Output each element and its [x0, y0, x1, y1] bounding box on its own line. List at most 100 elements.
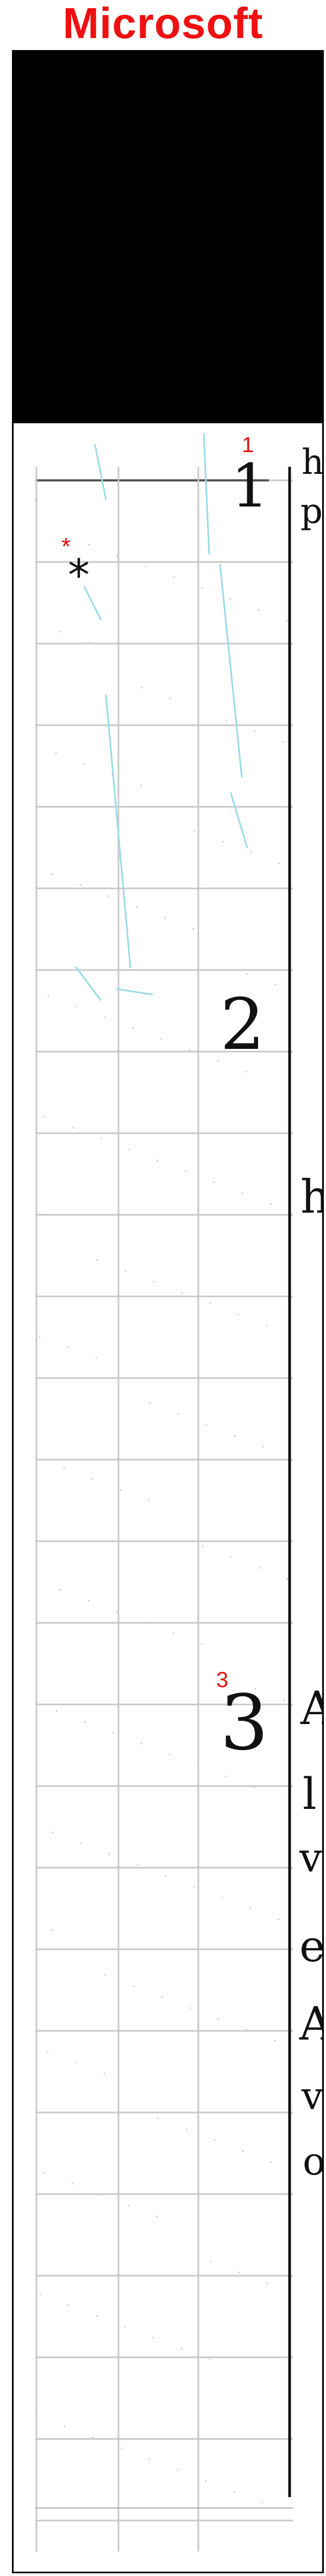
annotation-marker-1: 1: [242, 433, 254, 457]
handwritten-letter-A-1: A: [300, 1685, 322, 1731]
scan-speck: [173, 576, 175, 578]
brand-title: Microsoft: [62, 0, 264, 47]
scan-speck: [205, 2480, 207, 2482]
scan-speck: [283, 1699, 285, 1701]
scan-speck: [100, 1138, 102, 1140]
scan-speck: [99, 2194, 102, 2196]
scan-speck: [145, 565, 147, 567]
scan-speck: [87, 1599, 90, 1602]
scan-speck: [197, 1764, 199, 1766]
scan-speck: [152, 2337, 154, 2339]
scan-speck: [250, 851, 252, 854]
scan-speck: [59, 1589, 61, 1591]
scan-speck: [238, 2271, 240, 2274]
faded-ink-stroke: [75, 966, 102, 1001]
scan-speck: [193, 830, 196, 832]
scan-speck: [34, 498, 36, 501]
scan-speck: [35, 2414, 37, 2417]
scan-speck: [95, 1357, 97, 1359]
scan-speck: [266, 1324, 268, 1326]
scan-speck: [237, 1313, 240, 1315]
redacted-region: [14, 52, 322, 423]
scan-speck: [84, 1721, 86, 1723]
scan-speck: [177, 1413, 179, 1415]
faded-ink-stroke: [203, 433, 210, 555]
scan-speck: [205, 1424, 208, 1426]
faded-ink-stroke: [116, 988, 153, 996]
scan-speck: [120, 1489, 122, 1491]
scan-speck: [133, 1985, 135, 1987]
scan-speck: [75, 2061, 77, 2064]
scan-speck: [233, 2491, 235, 2493]
handwritten-letter-A-2: A: [299, 2001, 322, 2047]
scan-speck: [51, 1929, 53, 1931]
scan-speck: [161, 1996, 163, 1998]
scan-speck: [153, 1281, 155, 1283]
scan-speck: [225, 1775, 227, 1777]
scan-speck: [43, 2172, 45, 2174]
scan-speck: [47, 994, 49, 997]
handwritten-letter-h-top: h: [302, 442, 324, 483]
scan-speck: [47, 2050, 49, 2053]
scan-speck: [132, 1027, 134, 1029]
scan-speck: [254, 730, 256, 732]
scan-speck: [144, 1621, 146, 1623]
scan-speck: [262, 1445, 264, 1448]
scan-speck: [148, 2458, 151, 2460]
scan-speck: [128, 2204, 130, 2207]
faded-ink-stroke: [83, 585, 102, 620]
scan-speck: [278, 1918, 280, 1920]
scan-speck: [234, 1435, 236, 1437]
scan-speck: [192, 928, 195, 930]
document-frame: 1 * 3 * 1 2 3 h p h A l v e A v o: [12, 50, 324, 2573]
scan-speck: [136, 906, 138, 908]
scan-speck: [258, 1567, 260, 1569]
scan-speck: [185, 1170, 187, 1172]
scan-speck: [222, 841, 224, 843]
scan-speck: [214, 2139, 216, 2141]
scan-speck: [96, 1259, 98, 1261]
scan-speck: [246, 2029, 248, 2031]
scan-speck: [116, 1610, 118, 1613]
scan-speck: [112, 1732, 114, 1734]
scan-speck: [103, 2072, 105, 2074]
scan-speck: [67, 1346, 69, 1348]
scan-speck: [258, 609, 260, 611]
scan-speck: [76, 1005, 78, 1008]
scan-speck: [197, 708, 199, 711]
faded-ink-stroke: [94, 444, 107, 501]
scan-speck: [148, 1500, 150, 1502]
scan-speck: [39, 1335, 41, 1337]
scan-speck: [193, 1886, 195, 1888]
scan-speck: [164, 917, 166, 919]
scan-speck: [108, 895, 110, 897]
scan-speck: [55, 1710, 58, 1712]
scan-speck: [269, 1203, 272, 1205]
scan-speck: [52, 1831, 54, 1833]
scan-speck: [209, 1302, 211, 1305]
faded-ink-stroke: [230, 792, 248, 849]
scan-speck: [221, 1897, 223, 1899]
scan-speck: [92, 2436, 94, 2438]
scan-speck: [254, 1688, 256, 1690]
handwritten-letter-v-2: v: [302, 2074, 323, 2118]
handwritten-number-2: 2: [220, 983, 265, 1066]
scan-speck: [160, 1038, 162, 1040]
scan-speck: [43, 1116, 46, 1118]
scan-speck: [286, 1578, 289, 1580]
scan-speck: [189, 1049, 191, 1051]
scan-speck: [270, 2161, 272, 2163]
handwritten-letter-v: v: [299, 1834, 322, 1881]
scan-speck: [249, 1907, 252, 1910]
scan-speck: [120, 2447, 122, 2449]
scan-speck: [64, 2425, 66, 2427]
scan-speck: [111, 774, 114, 776]
scan-speck: [124, 2326, 126, 2328]
scan-speck: [274, 984, 277, 986]
scan-speck: [156, 2215, 158, 2217]
handwritten-letter-o: o: [303, 2139, 324, 2184]
handwritten-number-3: 3: [220, 1679, 269, 1768]
scan-speck: [59, 631, 61, 633]
scan-speck: [71, 2183, 73, 2185]
scan-speck: [202, 1545, 204, 1547]
